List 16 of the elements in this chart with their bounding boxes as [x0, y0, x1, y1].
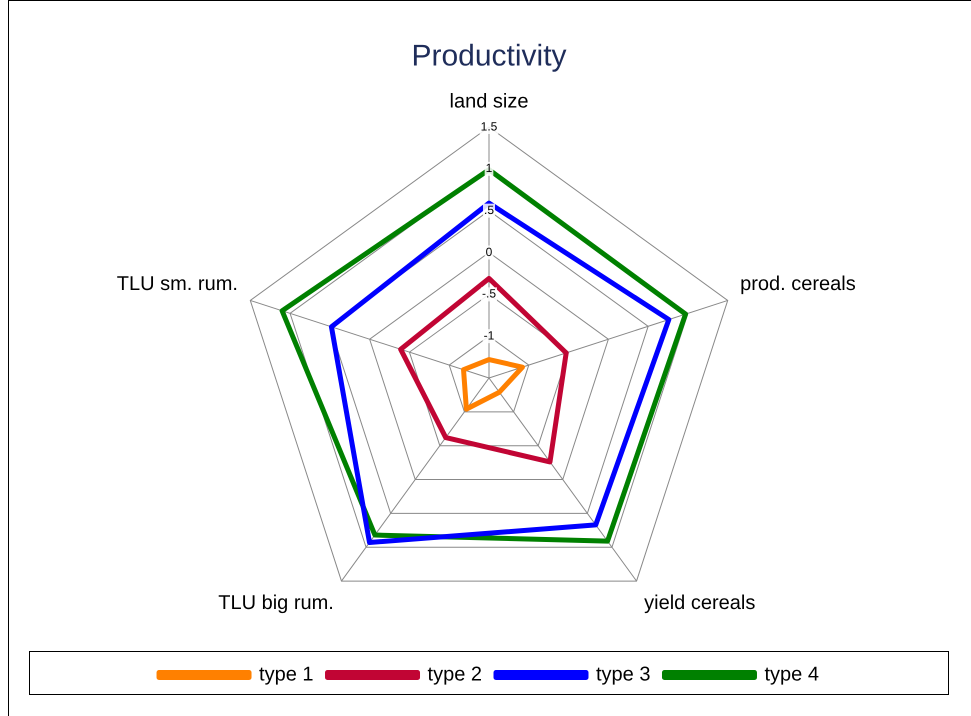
legend-label: type 1: [259, 664, 314, 686]
y-tick-label: 0: [486, 244, 493, 259]
spoke-label: yield cereals: [644, 592, 756, 614]
legend-label: type 4: [764, 664, 819, 686]
legend-label: type 3: [596, 664, 650, 686]
y-tick-label: .5: [484, 202, 494, 217]
spoke-label: TLU big rum.: [218, 592, 334, 614]
spoke-label: TLU sm. rum.: [116, 272, 238, 295]
spoke-label: prod. cereals: [740, 272, 856, 295]
spoke-label: land size: [450, 90, 528, 113]
y-tick-label: -1: [484, 328, 495, 342]
y-tick-label: 1: [486, 161, 493, 176]
y-tick-label: -.5: [482, 286, 496, 301]
chart-title: Productivity: [411, 39, 567, 72]
legend-label: type 2: [428, 664, 482, 686]
y-tick-label: 1.5: [480, 119, 498, 134]
